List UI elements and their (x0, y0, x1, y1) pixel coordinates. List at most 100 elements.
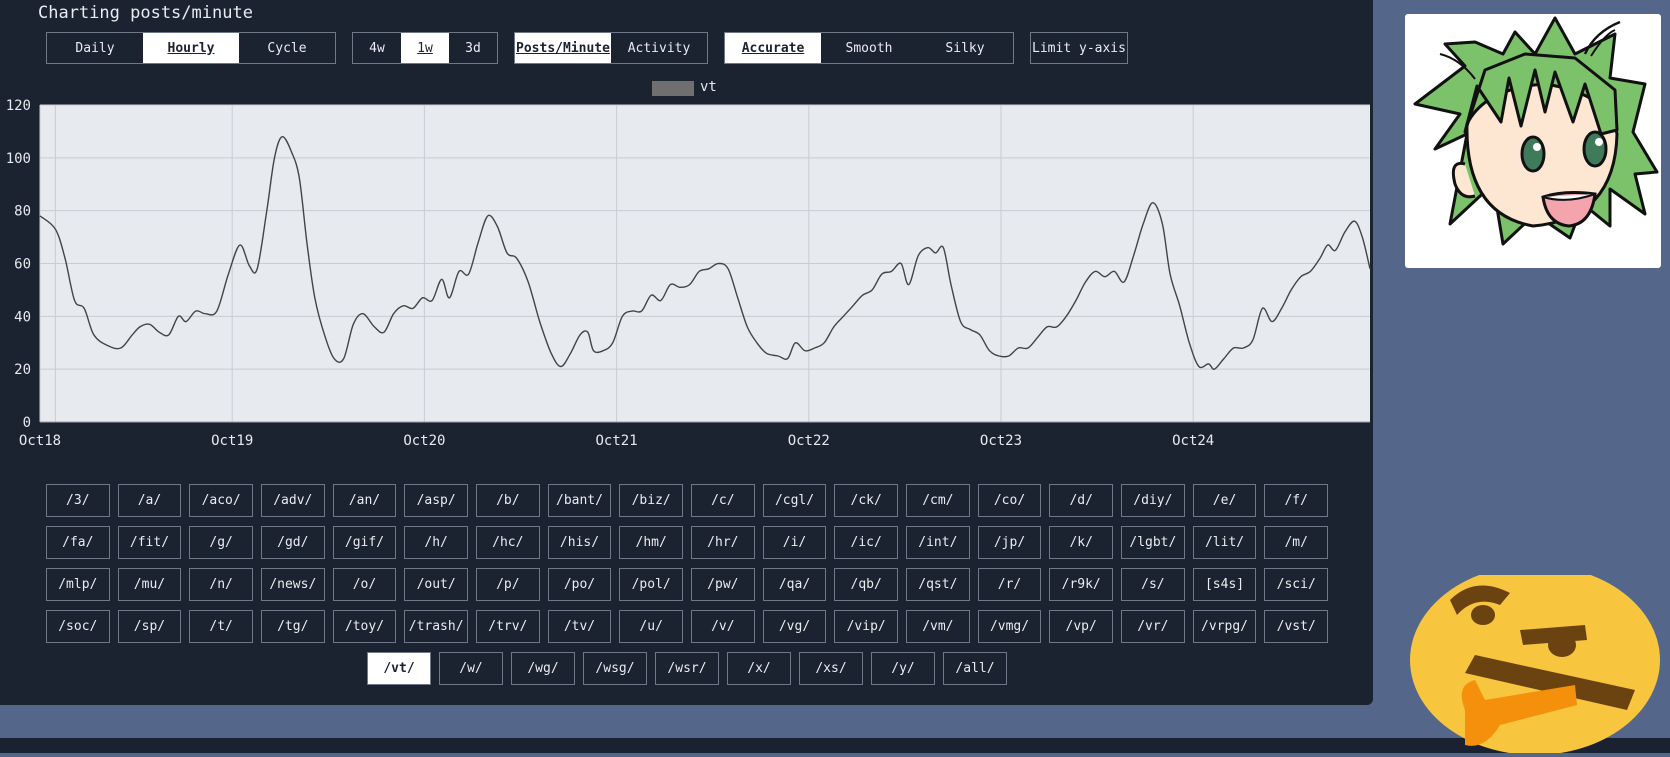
board-button[interactable]: /n/ (189, 568, 253, 601)
smoothing-accurate-button[interactable]: Accurate (725, 33, 821, 63)
board-button[interactable]: /pw/ (691, 568, 755, 601)
board-button[interactable]: /t/ (189, 610, 253, 643)
board-button[interactable]: /gif/ (332, 526, 397, 559)
board-button[interactable]: /lgbt/ (1121, 526, 1185, 559)
board-button[interactable]: /sp/ (117, 610, 182, 643)
board-button[interactable]: /qa/ (762, 568, 827, 601)
board-button[interactable]: /vg/ (762, 610, 827, 643)
board-button[interactable]: /qb/ (834, 568, 899, 601)
board-button[interactable]: /f/ (1264, 484, 1329, 517)
board-button[interactable]: /news/ (260, 568, 325, 601)
legend-label-vt[interactable]: vt (700, 79, 717, 95)
board-button[interactable]: /cgl/ (762, 484, 827, 517)
metric-posts-per-minute-button[interactable]: Posts/Minute (515, 33, 611, 63)
board-button[interactable]: /hc/ (475, 526, 540, 559)
board-button[interactable]: /r9k/ (1049, 568, 1114, 601)
board-button[interactable]: /vmg/ (977, 610, 1042, 643)
board-button[interactable]: /h/ (404, 526, 468, 559)
board-button[interactable]: /ck/ (834, 484, 899, 517)
board-button[interactable]: /fit/ (117, 526, 182, 559)
span-1w-button[interactable]: 1w (401, 33, 449, 63)
board-button[interactable]: /e/ (1192, 484, 1257, 517)
board-button[interactable]: /cm/ (906, 484, 970, 517)
board-button[interactable]: /vip/ (834, 610, 899, 643)
board-button[interactable]: /d/ (1049, 484, 1114, 517)
board-button[interactable]: /vt/ (367, 652, 431, 685)
range-daily-button[interactable]: Daily (75, 40, 115, 56)
board-button[interactable]: /3/ (45, 484, 110, 517)
span-3d-button[interactable]: 3d (465, 40, 481, 56)
board-button[interactable]: /aco/ (189, 484, 253, 517)
board-button[interactable]: /wg/ (511, 652, 575, 685)
board-button[interactable]: /s/ (1121, 568, 1185, 601)
range-cycle-button[interactable]: Cycle (267, 40, 307, 56)
limit-y-axis-button[interactable]: Limit y-axis (1032, 40, 1126, 56)
board-button[interactable]: /c/ (691, 484, 755, 517)
board-button[interactable]: /ic/ (834, 526, 899, 559)
board-button[interactable]: /wsg/ (583, 652, 647, 685)
board-button[interactable]: /vr/ (1121, 610, 1185, 643)
board-button[interactable]: /vp/ (1049, 610, 1114, 643)
metric-activity-button[interactable]: Activity (627, 40, 691, 56)
board-button[interactable]: /trash/ (404, 610, 468, 643)
board-button[interactable]: /o/ (332, 568, 397, 601)
board-button[interactable]: /asp/ (404, 484, 468, 517)
board-button[interactable]: /g/ (189, 526, 253, 559)
board-button[interactable]: /i/ (762, 526, 827, 559)
board-button[interactable]: /vm/ (906, 610, 970, 643)
board-button[interactable]: /w/ (439, 652, 503, 685)
smoothing-smooth-button[interactable]: Smooth (845, 40, 893, 56)
board-button[interactable]: /v/ (691, 610, 755, 643)
board-button[interactable]: /co/ (977, 484, 1042, 517)
smoothing-silky-button[interactable]: Silky (945, 40, 985, 56)
board-button[interactable]: /adv/ (260, 484, 325, 517)
board-button[interactable]: /r/ (977, 568, 1042, 601)
board-button[interactable]: /qst/ (906, 568, 970, 601)
board-button[interactable]: /wsr/ (655, 652, 719, 685)
board-button[interactable]: /jp/ (977, 526, 1042, 559)
board-button[interactable]: /vst/ (1264, 610, 1329, 643)
board-button[interactable]: /fa/ (45, 526, 110, 559)
board-button[interactable]: /pol/ (619, 568, 683, 601)
board-button[interactable]: /lit/ (1192, 526, 1257, 559)
range-hourly-button[interactable]: Hourly (143, 33, 239, 63)
board-button[interactable]: /xs/ (799, 652, 863, 685)
board-button[interactable]: /m/ (1264, 526, 1329, 559)
board-button[interactable]: /gd/ (260, 526, 325, 559)
board-button[interactable]: [s4s] (1192, 568, 1257, 601)
board-button[interactable]: /his/ (547, 526, 612, 559)
board-button[interactable]: /out/ (404, 568, 468, 601)
board-button[interactable]: /toy/ (332, 610, 397, 643)
span-4w-button[interactable]: 4w (369, 40, 385, 56)
range-toggle-group: Daily Hourly Cycle (46, 32, 336, 64)
board-button[interactable]: /p/ (475, 568, 540, 601)
board-button[interactable]: /po/ (547, 568, 612, 601)
board-button[interactable]: /trv/ (475, 610, 540, 643)
board-button[interactable]: /bant/ (547, 484, 612, 517)
board-button[interactable]: /k/ (1049, 526, 1114, 559)
board-button[interactable]: /int/ (906, 526, 970, 559)
x-tick-label: Oct19 (211, 433, 253, 449)
board-button[interactable]: /x/ (727, 652, 791, 685)
board-button[interactable]: /sci/ (1264, 568, 1329, 601)
board-button[interactable]: /biz/ (619, 484, 683, 517)
board-button[interactable]: /y/ (871, 652, 935, 685)
board-button[interactable]: /b/ (475, 484, 540, 517)
board-button[interactable]: /all/ (943, 652, 1007, 685)
board-button[interactable]: /diy/ (1121, 484, 1185, 517)
y-tick-label: 0 (23, 415, 31, 431)
board-button[interactable]: /tg/ (260, 610, 325, 643)
board-button[interactable]: /hr/ (691, 526, 755, 559)
line-chart: 0 20 40 60 80 100 120 Oct18 Oct19 Oct20 Oct21 Oct22… (6, 98, 1371, 449)
board-button[interactable]: /hm/ (619, 526, 683, 559)
board-button[interactable]: /mu/ (117, 568, 182, 601)
legend-swatch-vt[interactable] (652, 81, 694, 96)
board-button[interactable]: /an/ (332, 484, 397, 517)
board-button[interactable]: /vrpg/ (1192, 610, 1257, 643)
board-button[interactable]: /mlp/ (45, 568, 110, 601)
board-button[interactable]: /soc/ (45, 610, 110, 643)
board-button[interactable]: /u/ (619, 610, 683, 643)
board-button[interactable]: /a/ (117, 484, 182, 517)
board-row: /fa//fit//g//gd//gif//h//hc//his//hm//hr… (42, 526, 1332, 568)
board-button[interactable]: /tv/ (547, 610, 612, 643)
